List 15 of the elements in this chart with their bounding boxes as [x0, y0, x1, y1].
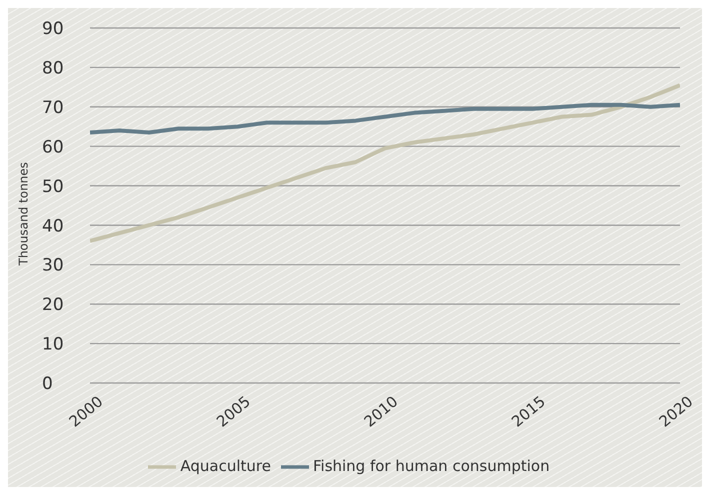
y-tick-label: 40: [42, 216, 64, 236]
y-tick-label: 20: [42, 295, 64, 316]
y-axis-title: Thousand tonnes: [16, 162, 30, 266]
y-tick-label: 60: [42, 137, 64, 158]
y-tick-label: 30: [42, 256, 64, 276]
legend-label: Aquaculture: [180, 457, 271, 476]
legend-label: Fishing for human consumption: [312, 457, 550, 476]
y-tick-label: 80: [42, 58, 64, 78]
line-series: [90, 83, 680, 243]
y-tick-label: 10: [42, 334, 64, 355]
y-tick-label: 0: [42, 374, 53, 394]
y-tick-label: 90: [42, 19, 64, 40]
y-tick-label: 70: [42, 98, 64, 118]
y-tick-label: 50: [42, 176, 64, 197]
line-series: [90, 102, 680, 135]
